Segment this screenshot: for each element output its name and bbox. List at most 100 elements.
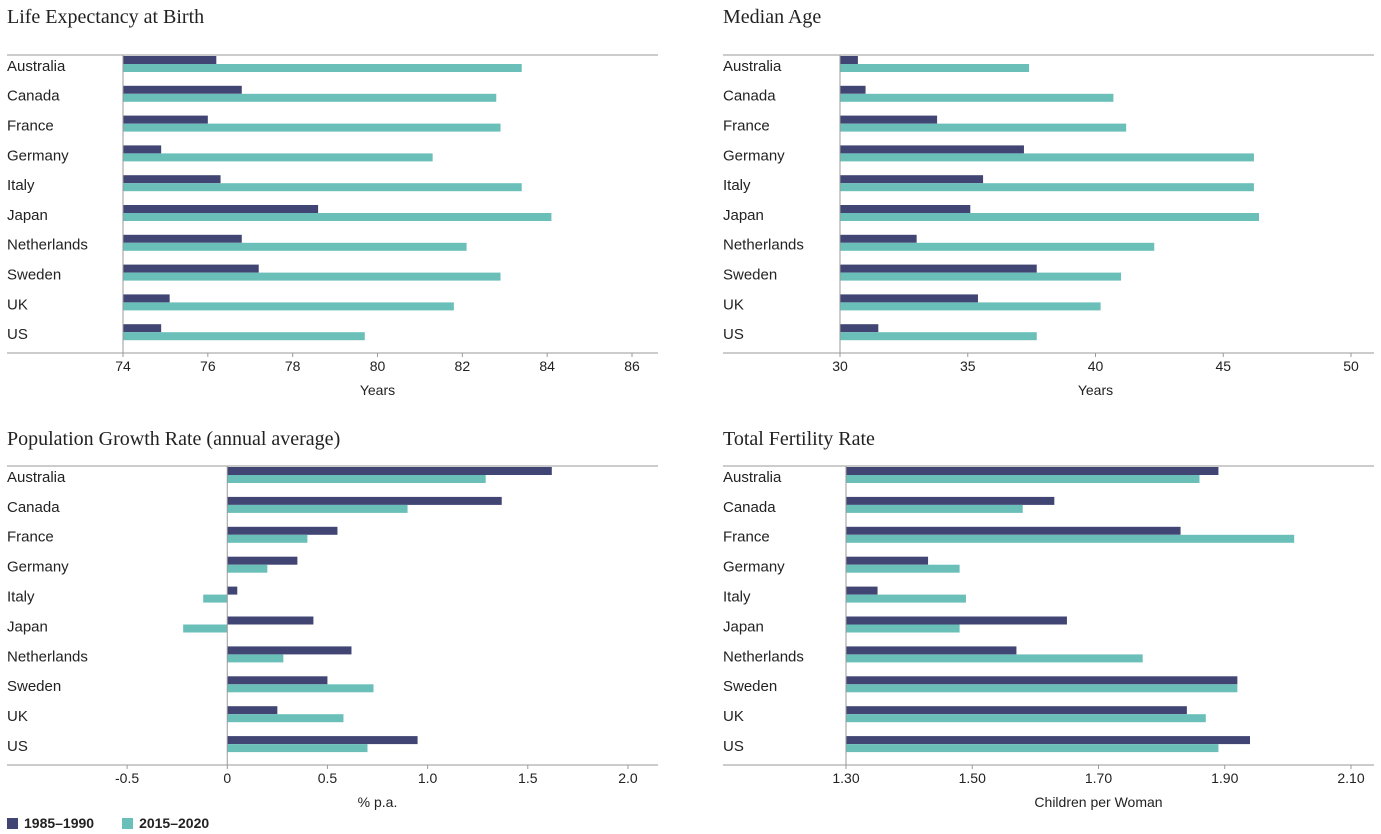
bar-italy-series-2 [840, 183, 1254, 192]
legend-swatch-series-2 [122, 817, 134, 829]
bar-france-series-1 [840, 115, 938, 124]
category-label: Australia [723, 58, 782, 75]
x-tick-label: 0.5 [318, 770, 338, 786]
bar-japan-series-2 [183, 624, 228, 633]
bar-germany-series-2 [840, 153, 1254, 162]
bar-germany-series-2 [227, 564, 268, 573]
bar-australia-series-1 [227, 467, 552, 475]
x-tick-label: 74 [115, 358, 131, 374]
x-tick-label: 1.30 [832, 770, 859, 786]
bar-netherlands-series-2 [123, 242, 467, 251]
bar-canada-series-2 [840, 93, 1114, 102]
bar-uk-series-1 [123, 294, 170, 303]
x-tick-label: 45 [1215, 358, 1231, 374]
bar-netherlands-series-1 [846, 646, 1017, 655]
bar-australia-series-2 [123, 64, 522, 72]
bar-us-series-2 [227, 744, 368, 753]
legend-item-series-1: 1985–1990 [7, 815, 94, 831]
bar-sweden-series-2 [227, 684, 374, 693]
bar-sweden-series-1 [846, 676, 1238, 685]
bar-germany-series-2 [846, 564, 960, 573]
bar-canada-series-2 [846, 504, 1023, 513]
bar-france-series-2 [227, 534, 308, 543]
bar-us-series-1 [840, 324, 879, 333]
x-tick-label: 78 [285, 358, 301, 374]
bar-us-series-1 [227, 736, 418, 745]
bar-japan-series-1 [840, 205, 971, 213]
bar-canada-series-1 [227, 496, 502, 505]
bar-germany-series-1 [227, 556, 298, 565]
category-label: Germany [7, 147, 69, 164]
legend-swatch-series-1 [7, 817, 18, 829]
bar-germany-series-1 [123, 145, 162, 154]
x-tick-label: 2.10 [1337, 770, 1364, 786]
x-tick-label: 84 [539, 358, 555, 374]
bar-italy-series-2 [123, 183, 522, 192]
bar-italy-series-1 [123, 175, 221, 184]
bar-uk-series-1 [227, 706, 278, 715]
bar-uk-series-1 [846, 706, 1187, 715]
x-tick-label: 1.50 [959, 770, 986, 786]
bar-sweden-series-2 [123, 272, 501, 281]
bar-us-series-2 [123, 332, 365, 341]
x-tick-label: 30 [832, 358, 848, 374]
bar-uk-series-2 [846, 714, 1206, 723]
category-label: Germany [7, 559, 69, 576]
chart-title-life-expectancy: Life Expectancy at Birth [7, 6, 205, 28]
x-axis-title: Years [1078, 382, 1113, 398]
bar-canada-series-2 [123, 93, 497, 102]
bar-uk-series-1 [840, 294, 978, 303]
category-label: UK [7, 708, 28, 725]
category-label: Sweden [7, 678, 61, 695]
bar-netherlands-series-2 [227, 654, 284, 663]
x-tick-label: 76 [200, 358, 216, 374]
bar-france-series-2 [840, 123, 1127, 132]
bar-netherlands-series-2 [840, 242, 1155, 251]
bar-sweden-series-2 [840, 272, 1122, 281]
bar-sweden-series-1 [840, 264, 1037, 273]
category-label: Netherlands [723, 648, 804, 665]
category-label: Australia [7, 469, 66, 486]
bar-germany-series-1 [846, 556, 929, 565]
bar-italy-series-2 [846, 594, 966, 603]
x-tick-label: 82 [455, 358, 471, 374]
x-tick-label: -0.5 [115, 770, 139, 786]
category-label: Sweden [7, 266, 61, 283]
x-tick-label: 35 [960, 358, 976, 374]
category-label: Italy [7, 589, 35, 606]
category-label: Germany [723, 559, 785, 576]
bar-uk-series-2 [123, 302, 454, 311]
bar-italy-series-2 [203, 594, 228, 603]
bar-germany-series-2 [123, 153, 433, 162]
x-tick-label: 1.90 [1211, 770, 1238, 786]
category-label: Netherlands [7, 237, 88, 254]
x-axis-title: % p.a. [358, 794, 398, 810]
bar-netherlands-series-1 [123, 234, 242, 243]
legend-label-series-1: 1985–1990 [24, 815, 95, 831]
x-tick-label: 40 [1088, 358, 1104, 374]
bar-canada-series-1 [846, 496, 1055, 505]
category-label: Italy [723, 177, 751, 194]
category-label: Netherlands [723, 237, 804, 254]
bar-australia-series-1 [840, 56, 858, 64]
x-axis-title: Years [360, 382, 395, 398]
category-label: Italy [7, 177, 35, 194]
legend: 1985–1990 2015–2020 [7, 815, 209, 831]
bar-netherlands-series-1 [227, 646, 352, 655]
chart-title-median-age: Median Age [723, 6, 822, 28]
category-label: UK [7, 296, 28, 313]
bar-australia-series-1 [846, 467, 1219, 475]
bar-netherlands-series-1 [840, 234, 917, 243]
category-label: Canada [723, 499, 776, 516]
category-label: UK [723, 708, 744, 725]
bar-france-series-2 [123, 123, 501, 132]
category-label: US [7, 326, 28, 343]
bar-canada-series-1 [123, 85, 242, 94]
category-label: Italy [723, 589, 751, 606]
chart-title-population-growth: Population Growth Rate (annual average) [7, 428, 341, 450]
x-tick-label: 1.5 [518, 770, 538, 786]
x-tick-label: 50 [1343, 358, 1359, 374]
